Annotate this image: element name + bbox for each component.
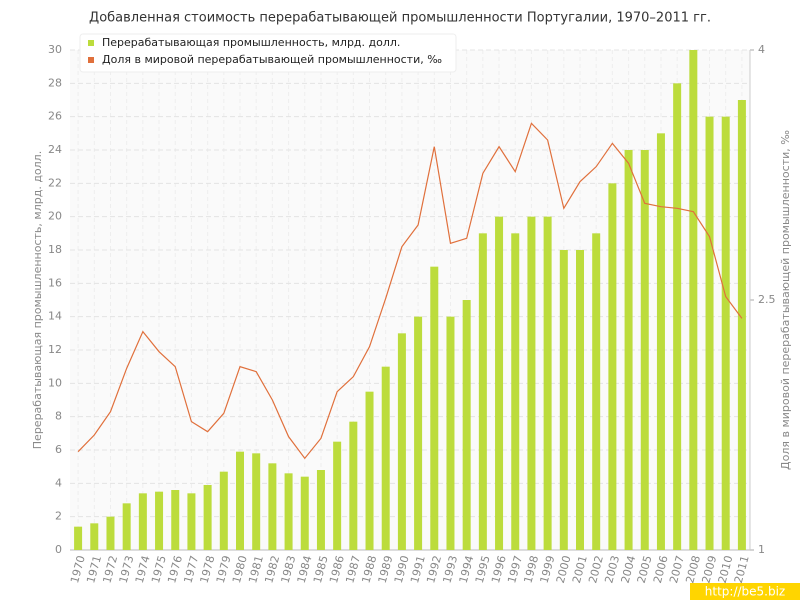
y-tick-label: 4	[55, 476, 62, 489]
bar	[559, 250, 568, 550]
legend-box	[79, 33, 457, 73]
bar	[365, 391, 374, 550]
bar	[656, 133, 665, 551]
bar	[138, 493, 147, 550]
bar	[333, 441, 342, 550]
y-tick-label: 6	[55, 443, 62, 456]
y-tick-label: 18	[48, 243, 62, 256]
bar	[171, 490, 180, 550]
y-tick-label: 20	[48, 210, 62, 223]
y-tick-label: 14	[48, 310, 62, 323]
y2-tick-label: 2.5	[758, 293, 776, 306]
legend-label: Перерабатывающая промышленность, млрд. д…	[102, 36, 400, 49]
bar	[349, 421, 358, 550]
legend-label: Доля в мировой перерабатывающей промышле…	[102, 53, 442, 66]
bar	[90, 523, 99, 550]
bar	[106, 516, 115, 550]
chart-title: Добавленная стоимость перерабатывающей п…	[89, 11, 711, 26]
bar	[252, 453, 261, 550]
y-tick-label: 10	[48, 376, 62, 389]
y-tick-label: 26	[48, 110, 62, 123]
bar	[268, 463, 277, 550]
watermark: http://be5.biz	[705, 585, 785, 599]
bar	[414, 316, 423, 550]
legend: Перерабатывающая промышленность, млрд. д…	[79, 33, 457, 73]
bar	[705, 116, 714, 551]
legend-swatch	[88, 57, 94, 63]
legend-swatch	[88, 40, 94, 46]
bar	[74, 526, 83, 550]
y-tick-label: 24	[48, 143, 62, 156]
y-axis-label: Перерабатывающая промышленность, млрд. д…	[31, 151, 44, 449]
y2-tick-label: 1	[758, 543, 765, 556]
y-tick-label: 8	[55, 410, 62, 423]
bar	[543, 216, 552, 550]
watermark-bg	[690, 583, 800, 600]
bar	[219, 471, 228, 550]
bar	[624, 150, 633, 550]
plot-area	[70, 50, 750, 550]
line	[77, 122, 743, 460]
bar	[608, 183, 617, 551]
bar	[187, 493, 196, 550]
bar	[576, 250, 584, 550]
bar	[689, 50, 698, 550]
bar	[737, 100, 746, 550]
bar	[511, 233, 520, 551]
bar	[203, 485, 212, 550]
y-tick-label: 2	[55, 510, 62, 523]
bar	[397, 333, 406, 550]
y-tick-label: 28	[48, 76, 62, 89]
y2-tick-label: 4	[758, 43, 765, 56]
bar	[673, 83, 682, 550]
bar	[495, 216, 504, 550]
bar	[462, 300, 471, 550]
bar	[721, 116, 730, 551]
y-tick-label: 30	[48, 43, 62, 56]
bar	[381, 366, 390, 550]
bar	[592, 233, 601, 551]
bar	[122, 503, 131, 550]
bar	[155, 491, 164, 550]
bar	[236, 451, 244, 550]
y-tick-label: 12	[48, 343, 62, 356]
bar	[527, 216, 536, 550]
bar	[316, 470, 325, 550]
bar	[478, 233, 487, 551]
bar	[446, 316, 455, 550]
bar	[640, 150, 649, 550]
y-tick-label: 0	[55, 543, 62, 556]
bar	[300, 476, 309, 550]
y-tick-label: 22	[48, 176, 62, 189]
bar	[284, 473, 293, 550]
y-tick-label: 16	[48, 276, 62, 289]
y2-axis-label: Доля в мировой перерабатывающей промышле…	[779, 130, 792, 470]
bar	[430, 266, 439, 550]
